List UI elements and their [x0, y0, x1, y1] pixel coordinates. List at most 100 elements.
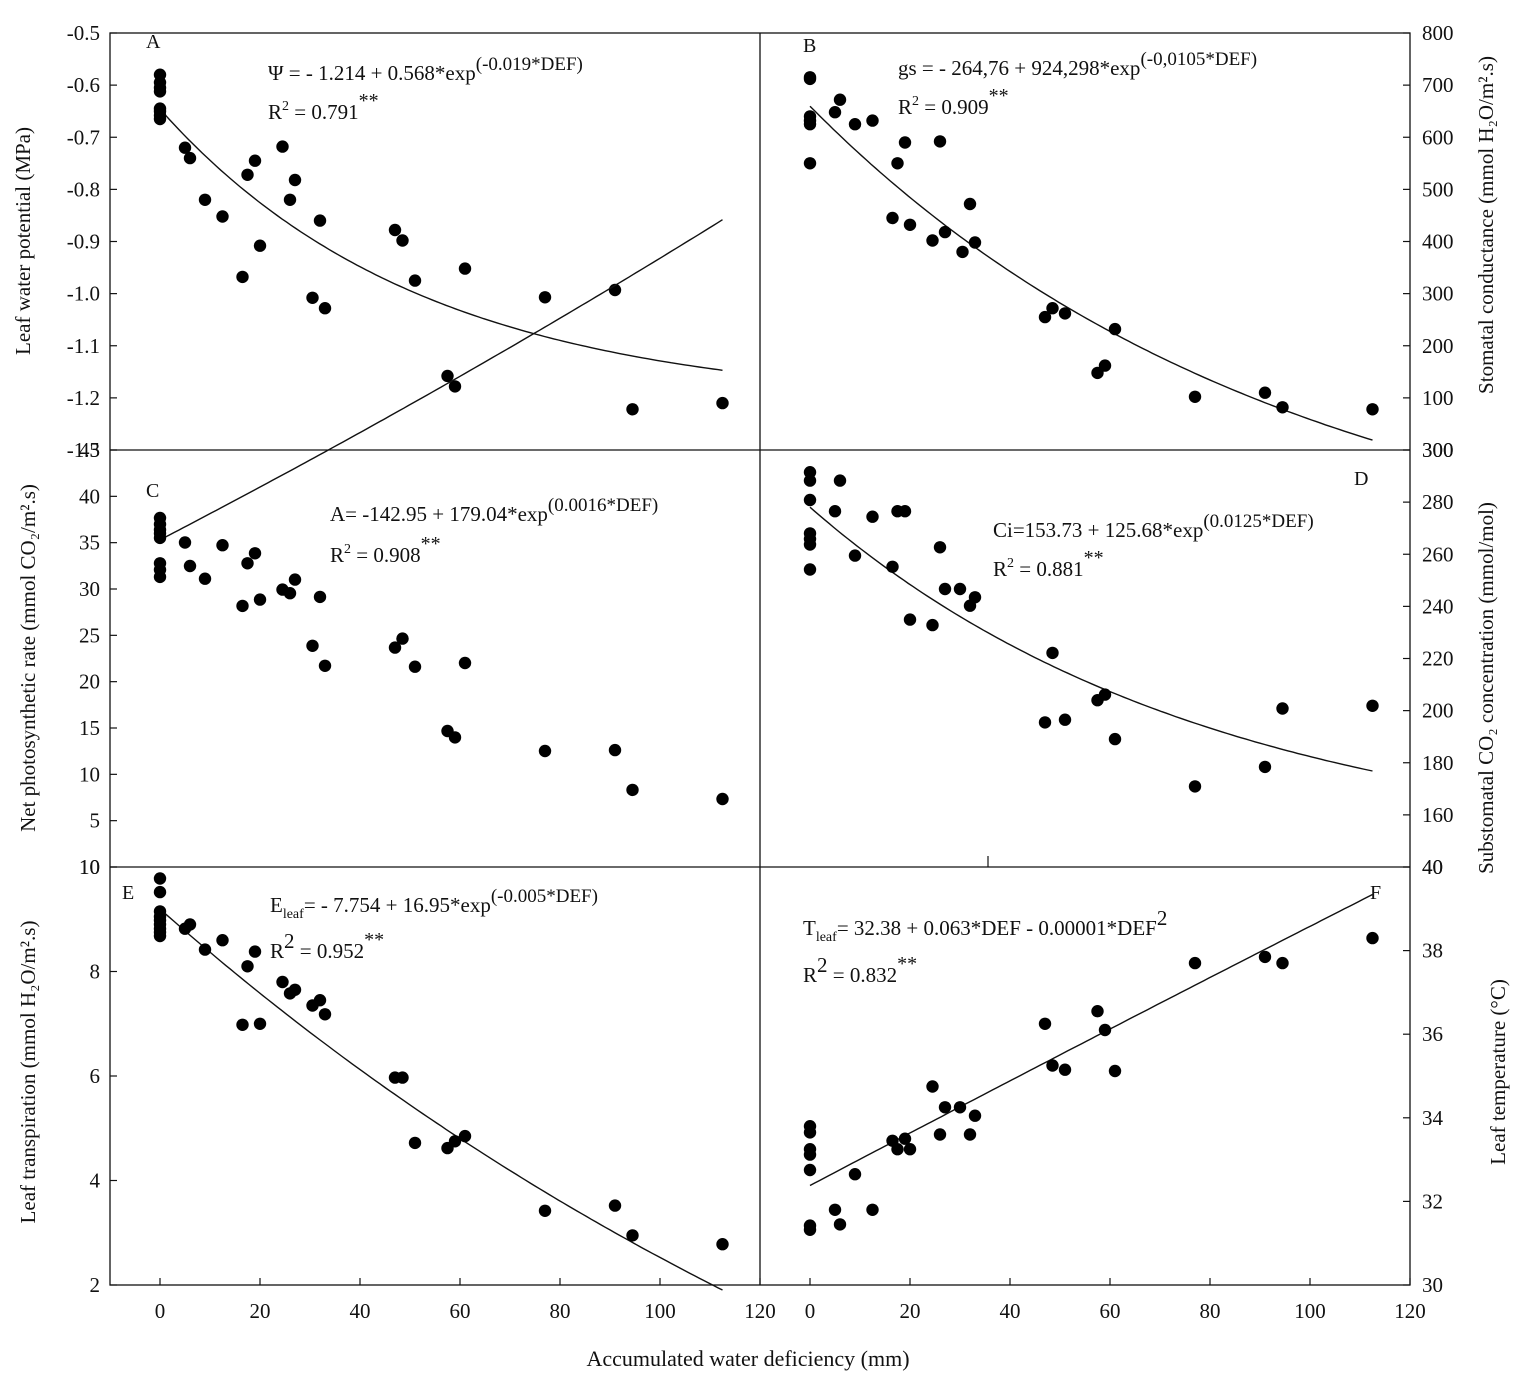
y-tick-label: 40 — [1422, 855, 1443, 879]
data-point — [288, 573, 302, 586]
y-tick-label: 500 — [1422, 177, 1454, 201]
data-point — [903, 613, 917, 626]
data-point — [933, 1128, 947, 1141]
data-point — [538, 291, 552, 304]
panel-b: 800 700 600 500 400 300 200 100 300 — [803, 21, 1454, 462]
y-tick-label: 240 — [1422, 594, 1454, 618]
y-tick-label: 800 — [1422, 21, 1454, 45]
data-point — [848, 549, 862, 562]
data-point — [283, 587, 297, 600]
data-point — [283, 193, 297, 206]
data-point — [1038, 310, 1052, 324]
data-point — [1276, 401, 1289, 414]
y-tick-label: -0.9 — [67, 230, 100, 254]
y-tick-label: 5 — [90, 809, 101, 833]
data-point — [216, 210, 229, 223]
data-point — [153, 872, 167, 885]
data-point — [1276, 956, 1289, 970]
y-tick-label: 45 — [79, 438, 100, 462]
data-point — [903, 1143, 917, 1156]
data-point — [938, 225, 952, 239]
data-point — [866, 114, 879, 127]
data-point — [828, 505, 842, 518]
equation-b: gs = - 264,76 + 924,298*exp(-0,0105*DEF) — [898, 49, 1257, 80]
data-point — [318, 302, 332, 315]
data-point — [1058, 1063, 1072, 1076]
data-point — [1366, 699, 1379, 712]
data-point — [448, 1135, 462, 1148]
data-point — [803, 493, 817, 507]
data-point — [1188, 956, 1202, 970]
y-tick-label: 38 — [1422, 939, 1443, 963]
x-tick-label: 0 — [805, 1299, 816, 1323]
y-tick-label: 200 — [1422, 334, 1454, 358]
y-tick-label: -1.2 — [67, 386, 100, 410]
y-tick-label: 160 — [1422, 803, 1454, 827]
data-point — [926, 1080, 939, 1093]
data-point — [288, 983, 302, 996]
data-point — [408, 274, 422, 287]
data-point — [968, 236, 982, 249]
data-point — [1258, 386, 1272, 399]
y-tick-label: 25 — [79, 623, 100, 647]
data-point — [926, 618, 939, 632]
data-point — [248, 154, 262, 167]
data-point — [441, 369, 454, 383]
y-tick-label: 2 — [90, 1273, 101, 1297]
data-point — [153, 85, 167, 98]
data-point — [803, 118, 817, 131]
y-tick-label: 300 — [1422, 282, 1454, 306]
y-tick-label: 220 — [1422, 647, 1454, 671]
y-tick-label: 30 — [1422, 1273, 1443, 1297]
data-point — [1188, 780, 1202, 793]
y-tick-label: 10 — [79, 855, 100, 879]
data-point — [236, 270, 249, 284]
x-tick-label: 60 — [450, 1299, 471, 1323]
y-tick-label: -0.5 — [67, 21, 100, 45]
fit-curve — [159, 908, 723, 1291]
data-point — [318, 1008, 332, 1021]
data-point — [153, 885, 167, 899]
data-point — [626, 783, 639, 797]
data-point — [248, 547, 262, 560]
r2-c: R2 = 0.908** — [330, 533, 441, 567]
data-point — [898, 505, 912, 518]
y-tick-label: 10 — [79, 855, 100, 879]
data-point — [891, 1143, 904, 1156]
y-axis-label-c: Net photosynthetic rate (mmol CO₂/m².s) — [16, 484, 40, 832]
data-point — [1038, 716, 1052, 729]
y-tick-label: 280 — [1422, 490, 1454, 514]
y-tick-label: 10 — [79, 762, 100, 786]
data-point — [848, 1168, 862, 1181]
data-point — [1046, 646, 1059, 660]
data-point — [968, 591, 982, 604]
data-point — [956, 245, 969, 259]
data-point — [236, 599, 249, 613]
data-point — [288, 173, 302, 187]
data-point — [1258, 950, 1272, 964]
data-point — [306, 639, 319, 652]
data-point — [153, 570, 167, 584]
data-point — [198, 943, 212, 956]
data-point — [833, 474, 847, 487]
y-tick-label: -1.0 — [67, 282, 100, 306]
data-point — [608, 743, 622, 757]
data-point — [953, 582, 967, 596]
data-point — [153, 112, 167, 126]
data-point — [198, 193, 212, 206]
data-point — [891, 157, 904, 170]
panel-d: 300 280 260 240 220 200 180 160 40 — [803, 438, 1454, 879]
data-point — [241, 557, 254, 570]
y-tick-label: -1.1 — [67, 334, 100, 358]
data-point — [183, 918, 197, 931]
data-point — [396, 234, 409, 247]
y-tick-label: 4 — [90, 1169, 101, 1193]
data-point — [313, 994, 327, 1007]
r2-d: R2 = 0.881** — [993, 547, 1104, 581]
data-point — [828, 106, 842, 119]
data-point — [276, 140, 289, 153]
data-point — [241, 168, 254, 181]
data-point — [538, 1204, 552, 1218]
